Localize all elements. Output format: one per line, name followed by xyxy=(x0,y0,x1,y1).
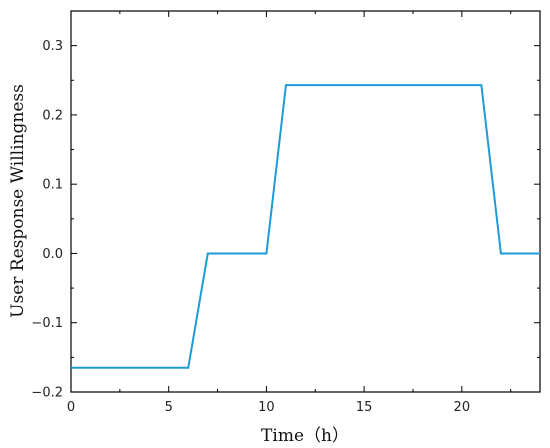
y-tick-label: −0.2 xyxy=(31,386,63,401)
series-line xyxy=(71,84,540,369)
x-tick-label: 5 xyxy=(165,400,173,415)
x-tick-label: 0 xyxy=(67,400,75,415)
x-tick-label: 10 xyxy=(258,400,275,415)
x-tick-label: 15 xyxy=(356,400,373,415)
x-tick-label: 20 xyxy=(454,400,471,415)
y-tick-label: 0.0 xyxy=(42,247,63,262)
axis-ticks xyxy=(70,11,540,393)
tick-labels: 0 5 10 15 20 −0.2 −0.1 0.0 0.1 0.2 0.3 xyxy=(31,39,470,415)
y-tick-label: 0.2 xyxy=(42,108,63,123)
y-axis-label: User Response Willingness xyxy=(8,84,28,318)
x-axis-label: Time（h） xyxy=(261,426,349,446)
series-group xyxy=(71,84,540,369)
y-tick-label: 0.3 xyxy=(42,39,63,54)
y-tick-label: −0.1 xyxy=(31,316,63,331)
plot-frame xyxy=(70,10,541,393)
y-tick-label: 0.1 xyxy=(42,178,63,193)
